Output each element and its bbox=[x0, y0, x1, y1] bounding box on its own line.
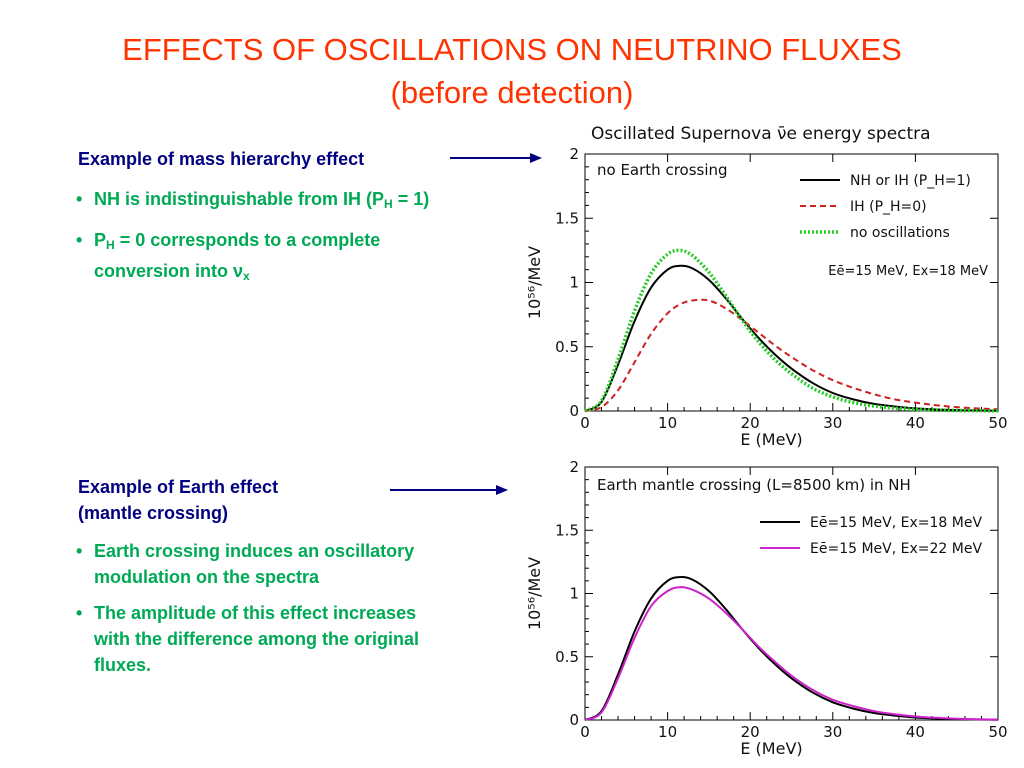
legend-label: IH (P_H=0) bbox=[850, 199, 927, 215]
x-tick-label: 40 bbox=[906, 414, 925, 432]
x-tick-label: 10 bbox=[658, 414, 677, 432]
slide-subtitle: (before detection) bbox=[390, 75, 634, 110]
x-axis-label: E (MeV) bbox=[740, 430, 802, 449]
y-tick-label: 2 bbox=[569, 458, 579, 476]
subscript-x: x bbox=[243, 269, 250, 283]
arrow-to-top-chart-icon bbox=[450, 153, 542, 163]
bullet-amplitude-text: The amplitude of this effect increases w… bbox=[94, 603, 420, 675]
mass-hierarchy-heading: Example of mass hierarchy effect bbox=[78, 149, 365, 169]
series-line-2 bbox=[584, 586, 999, 721]
x-tick-label: 50 bbox=[988, 414, 1007, 432]
slide-title: EFFECTS OF OSCILLATIONS ON NEUTRINO FLUX… bbox=[122, 32, 902, 67]
y-tick-label: 1 bbox=[569, 585, 579, 603]
y-tick-label: 1 bbox=[569, 274, 579, 292]
bullet-ph0-text: P bbox=[94, 230, 107, 250]
bullet-amplitude: The amplitude of this effect increases w… bbox=[74, 600, 424, 678]
y-tick-label: 1.5 bbox=[555, 521, 579, 539]
x-tick-label: 0 bbox=[580, 723, 590, 741]
x-axis-label: E (MeV) bbox=[740, 739, 802, 758]
earth-effect-heading: Example of Earth effect (mantle crossing… bbox=[78, 474, 278, 526]
bottom-earth-effect-chart: 0 10 20 30 40 50 0 0.5 1 1.5 2 E (MeV) 10⁵⁶/MeV Earth… bbox=[525, 458, 1008, 758]
x-tick-label: 10 bbox=[658, 723, 677, 741]
chart-annotation: no Earth crossing bbox=[597, 161, 728, 179]
plot-frame bbox=[584, 466, 999, 721]
legend-label: no oscillations bbox=[850, 225, 950, 241]
x-tick-label: 30 bbox=[823, 723, 842, 741]
series-line-2 bbox=[584, 298, 999, 412]
legend-label: Eē=15 MeV, Ex=18 MeV bbox=[810, 515, 982, 531]
arrow-to-bottom-chart-icon bbox=[390, 485, 508, 495]
bullet-ph0: PH = 0 corresponds to a complete convers… bbox=[74, 227, 444, 289]
chart-title: Oscillated Supernova ν̄e energy spectra bbox=[591, 124, 931, 144]
subscript-h: H bbox=[106, 238, 115, 252]
y-axis-label: 10⁵⁶/MeV bbox=[525, 557, 544, 630]
y-tick-label: 1.5 bbox=[555, 209, 579, 227]
y-tick-label: 0.5 bbox=[555, 338, 579, 356]
plot-frame bbox=[584, 153, 999, 412]
bullet-earth-crossing-text: Earth crossing induces an oscillatory mo… bbox=[94, 541, 415, 587]
series-line-1 bbox=[584, 264, 999, 412]
x-tick-label: 40 bbox=[906, 723, 925, 741]
legend-label: NH or IH (P_H=1) bbox=[850, 173, 971, 189]
chart-note: Eē=15 MeV, Ex=18 MeV bbox=[828, 264, 988, 279]
y-axis-label: 10⁵⁶/MeV bbox=[525, 246, 544, 319]
bullet-nh-ih-text-end: = 1) bbox=[392, 189, 430, 209]
top-spectrum-chart: Oscillated Supernova ν̄e energy spectra 0… bbox=[525, 124, 1008, 449]
x-tick-label: 20 bbox=[741, 414, 760, 432]
subscript-h: H bbox=[384, 197, 393, 211]
earth-effect-heading-line2: (mantle crossing) bbox=[78, 503, 229, 523]
x-tick-label: 20 bbox=[741, 723, 760, 741]
mass-hierarchy-bullets: NH is indistinguishable from IH (PH = 1)… bbox=[74, 186, 444, 299]
bullet-earth-crossing: Earth crossing induces an oscillatory mo… bbox=[74, 538, 424, 590]
bullet-nh-ih: NH is indistinguishable from IH (PH = 1) bbox=[74, 186, 444, 217]
earth-effect-heading-line1: Example of Earth effect bbox=[78, 477, 279, 497]
chart-annotation: Earth mantle crossing (L=8500 km) in NH bbox=[597, 476, 911, 494]
bullet-nh-ih-text: NH is indistinguishable from IH (P bbox=[94, 189, 385, 209]
x-tick-label: 50 bbox=[988, 723, 1007, 741]
legend-label: Eē=15 MeV, Ex=22 MeV bbox=[810, 541, 982, 557]
series-line-1 bbox=[584, 576, 999, 721]
x-tick-label: 0 bbox=[580, 414, 590, 432]
y-tick-label: 0 bbox=[569, 402, 579, 420]
x-tick-label: 30 bbox=[823, 414, 842, 432]
y-tick-label: 2 bbox=[569, 145, 579, 163]
y-tick-label: 0.5 bbox=[555, 648, 579, 666]
y-tick-label: 0 bbox=[569, 711, 579, 729]
series-line-3 bbox=[584, 248, 999, 413]
bullet-ph0-text-mid: = 0 corresponds to a complete conversion… bbox=[94, 230, 381, 281]
earth-effect-bullets: Earth crossing induces an oscillatory mo… bbox=[74, 538, 424, 688]
